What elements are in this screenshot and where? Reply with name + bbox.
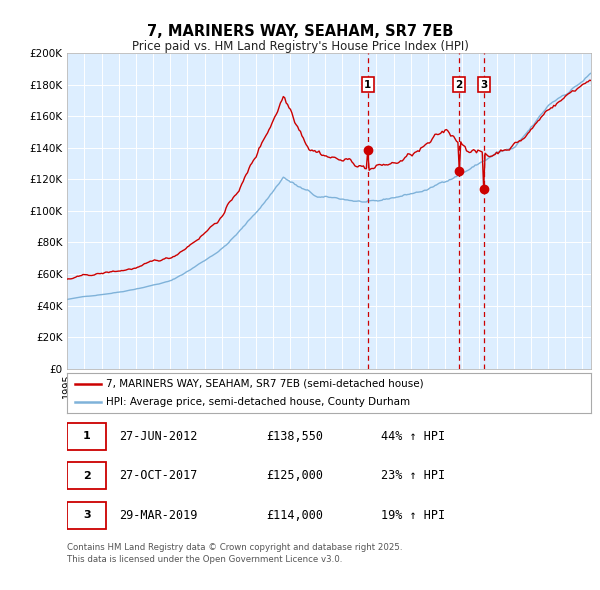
Text: Contains HM Land Registry data © Crown copyright and database right 2025.
This d: Contains HM Land Registry data © Crown c… bbox=[67, 543, 403, 563]
Text: 3: 3 bbox=[480, 80, 487, 90]
Text: 2: 2 bbox=[455, 80, 463, 90]
Text: Price paid vs. HM Land Registry's House Price Index (HPI): Price paid vs. HM Land Registry's House … bbox=[131, 40, 469, 53]
Text: £125,000: £125,000 bbox=[266, 469, 323, 483]
Text: HPI: Average price, semi-detached house, County Durham: HPI: Average price, semi-detached house,… bbox=[106, 397, 410, 407]
FancyBboxPatch shape bbox=[67, 423, 106, 450]
Text: 7, MARINERS WAY, SEAHAM, SR7 7EB: 7, MARINERS WAY, SEAHAM, SR7 7EB bbox=[147, 24, 453, 38]
Text: £138,550: £138,550 bbox=[266, 430, 323, 443]
FancyBboxPatch shape bbox=[67, 502, 106, 529]
Text: 27-JUN-2012: 27-JUN-2012 bbox=[119, 430, 198, 443]
Text: 3: 3 bbox=[83, 510, 91, 520]
Text: 27-OCT-2017: 27-OCT-2017 bbox=[119, 469, 198, 483]
Text: 1: 1 bbox=[83, 431, 91, 441]
Text: 1: 1 bbox=[364, 80, 371, 90]
Text: 19% ↑ HPI: 19% ↑ HPI bbox=[382, 509, 446, 522]
FancyBboxPatch shape bbox=[67, 463, 106, 489]
Text: 23% ↑ HPI: 23% ↑ HPI bbox=[382, 469, 446, 483]
Text: 44% ↑ HPI: 44% ↑ HPI bbox=[382, 430, 446, 443]
Text: 29-MAR-2019: 29-MAR-2019 bbox=[119, 509, 198, 522]
Text: £114,000: £114,000 bbox=[266, 509, 323, 522]
Text: 7, MARINERS WAY, SEAHAM, SR7 7EB (semi-detached house): 7, MARINERS WAY, SEAHAM, SR7 7EB (semi-d… bbox=[106, 379, 424, 389]
Text: 2: 2 bbox=[83, 471, 91, 481]
